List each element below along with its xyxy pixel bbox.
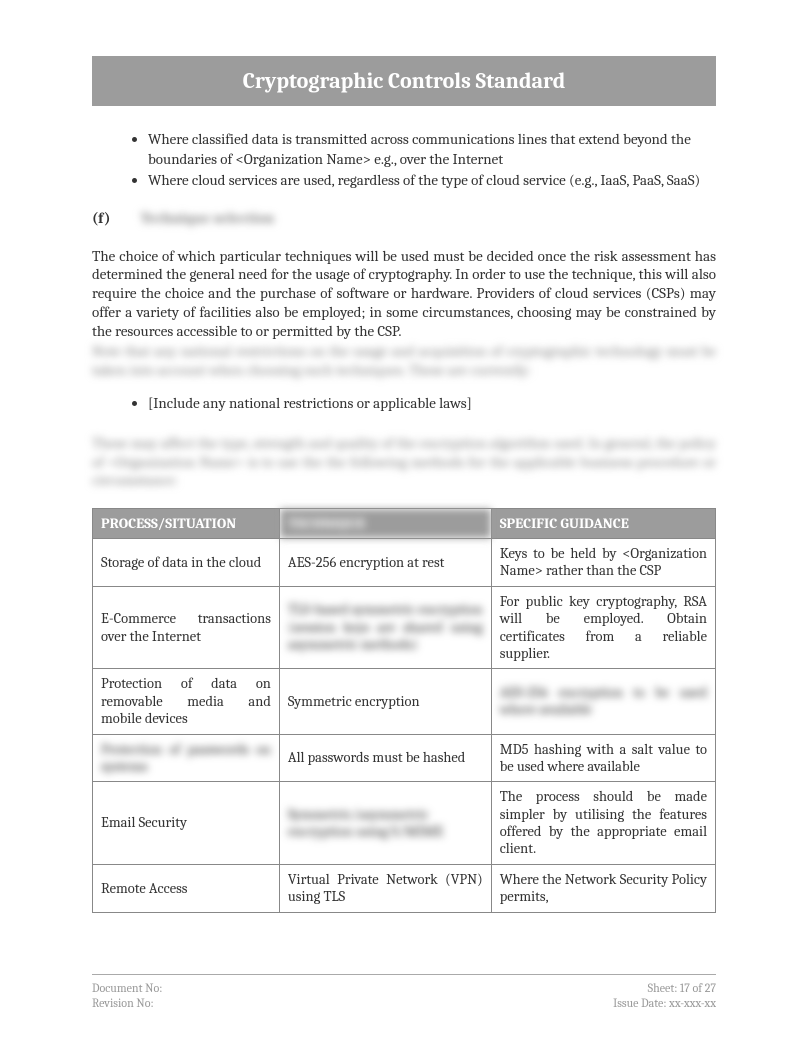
footer-rev-no: Revision No: bbox=[92, 996, 162, 1012]
paragraph-1-blurred: Note that any national restrictions on t… bbox=[92, 342, 716, 380]
section-f-label: (f) bbox=[92, 209, 111, 227]
table-cell: Storage of data in the cloud bbox=[93, 539, 280, 587]
table-header: SPECIFIC GUIDANCE bbox=[491, 509, 715, 539]
table-row: Protection of passwords on systems All p… bbox=[93, 734, 716, 782]
footer-sheet: Sheet: 17 of 27 bbox=[613, 981, 716, 997]
table-cell: Remote Access bbox=[93, 864, 280, 912]
footer-doc-no: Document No: bbox=[92, 981, 162, 997]
paragraph-2-blurred: These may affect the type, strength and … bbox=[92, 434, 716, 490]
table-cell-blurred: Protection of passwords on systems bbox=[93, 734, 280, 782]
table-cell: All passwords must be hashed bbox=[279, 734, 491, 782]
table-row: E-Commerce transactions over the Interne… bbox=[93, 586, 716, 669]
mid-bullet-list: [Include any national restrictions or ap… bbox=[92, 394, 716, 412]
table-cell: The process should be made simpler by ut… bbox=[491, 782, 715, 865]
table-cell-blurred: TLS-based symmetric encryption (session … bbox=[279, 586, 491, 669]
table-cell-blurred: AES-256 encryption to be used where avai… bbox=[491, 669, 715, 734]
page-footer: Document No: Revision No: Sheet: 17 of 2… bbox=[92, 974, 716, 1012]
table-cell: Symmetric encryption bbox=[279, 669, 491, 734]
table-cell: Email Security bbox=[93, 782, 280, 865]
table-cell: Virtual Private Network (VPN) using TLS bbox=[279, 864, 491, 912]
page-title: Cryptographic Controls Standard bbox=[92, 56, 716, 106]
list-item: Where classified data is transmitted acr… bbox=[148, 130, 716, 169]
list-item: [Include any national restrictions or ap… bbox=[148, 394, 716, 412]
table-cell: For public key cryptography, RSA will be… bbox=[491, 586, 715, 669]
list-item: Where cloud services are used, regardles… bbox=[148, 171, 716, 191]
table-row: Protection of data on removable media an… bbox=[93, 669, 716, 734]
table-cell-blurred: Symmetric/asymmetric encryption using S/… bbox=[279, 782, 491, 865]
table-cell: Protection of data on removable media an… bbox=[93, 669, 280, 734]
table-cell: AES-256 encryption at rest bbox=[279, 539, 491, 587]
section-f-title-blurred: Technique selection bbox=[141, 209, 275, 227]
guidance-table: PROCESS/SITUATION TECHNIQUE SPECIFIC GUI… bbox=[92, 508, 716, 913]
table-header-blurred: TECHNIQUE bbox=[279, 509, 491, 539]
section-f-heading: (f) Technique selection bbox=[92, 209, 716, 227]
table-row: Storage of data in the cloud AES-256 enc… bbox=[93, 539, 716, 587]
table-cell: E-Commerce transactions over the Interne… bbox=[93, 586, 280, 669]
paragraph-1: The choice of which particular technique… bbox=[92, 247, 716, 341]
table-cell: MD5 hashing with a salt value to be used… bbox=[491, 734, 715, 782]
top-bullet-list: Where classified data is transmitted acr… bbox=[92, 130, 716, 191]
footer-issue-date: Issue Date: xx-xxx-xx bbox=[613, 996, 716, 1012]
table-row: Email Security Symmetric/asymmetric encr… bbox=[93, 782, 716, 865]
table-row: Remote Access Virtual Private Network (V… bbox=[93, 864, 716, 912]
table-header: PROCESS/SITUATION bbox=[93, 509, 280, 539]
table-cell: Keys to be held by <Organization Name> r… bbox=[491, 539, 715, 587]
table-cell: Where the Network Security Policy permit… bbox=[491, 864, 715, 912]
